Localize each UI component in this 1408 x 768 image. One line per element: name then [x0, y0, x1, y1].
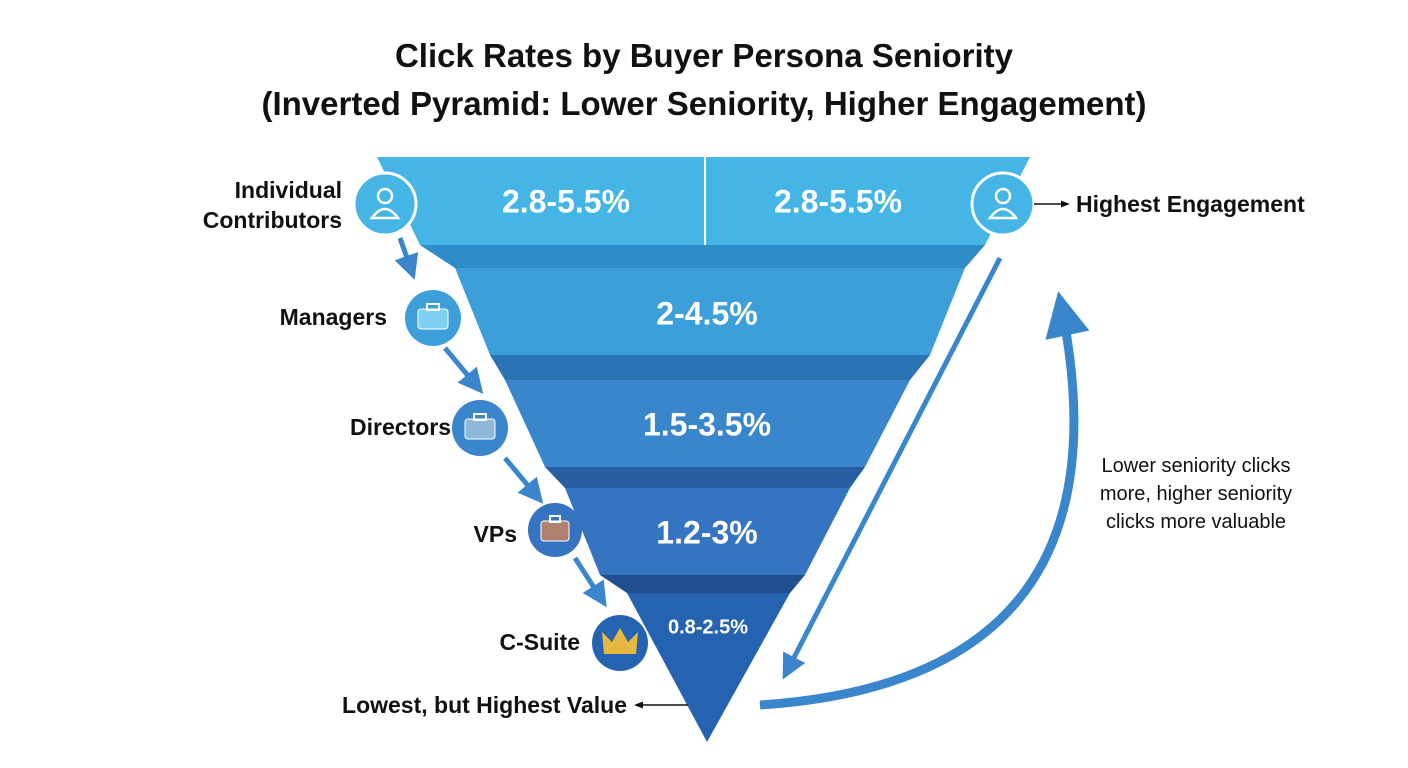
tier-label: VPs: [473, 521, 517, 547]
tier-4: [565, 488, 850, 575]
rate: 2.8-5.5%: [502, 183, 630, 219]
tier-top: [490, 355, 930, 380]
tier-top: [545, 467, 865, 488]
tier-5: [627, 593, 790, 742]
icons: [352, 171, 1036, 671]
title: Click Rates by Buyer Persona Seniority: [394, 37, 1014, 74]
tier-label: C-Suite: [499, 629, 581, 655]
rate: 1.5-3.5%: [643, 406, 771, 442]
tier-top: [420, 245, 985, 268]
rate: 2.8-5.5%: [774, 183, 902, 219]
tier-2: [455, 268, 965, 355]
tier-3: [505, 380, 910, 467]
rate: 0.8-2.5%: [668, 616, 748, 638]
subtitle: (Inverted Pyramid: Lower Seniority, High…: [261, 85, 1147, 122]
rate: 1.2-3%: [656, 514, 757, 550]
tier-top: [600, 575, 805, 593]
annotation: Lowest, but Highest Value: [342, 692, 627, 718]
tier-label: Directors: [350, 414, 451, 440]
tier-1: [377, 157, 1030, 245]
funnel-tiers: [377, 157, 1030, 742]
tier-label: Individual Contributors: [202, 177, 342, 233]
annotation: Highest Engagement: [1076, 191, 1305, 217]
annotation: Lower seniority clicks more, higher seni…: [1099, 455, 1293, 533]
tier-label: Managers: [279, 304, 387, 330]
rate: 2-4.5%: [656, 295, 757, 331]
flow-arrows: [394, 200, 1090, 710]
